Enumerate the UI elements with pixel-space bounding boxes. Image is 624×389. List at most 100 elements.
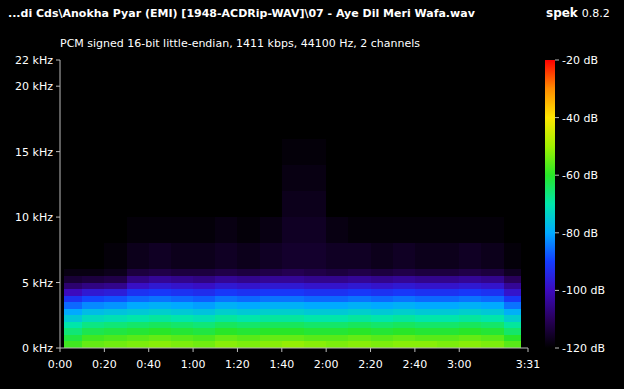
cell [171, 269, 193, 276]
cell [64, 309, 82, 316]
cell [371, 309, 393, 316]
cell [371, 165, 393, 191]
cell [127, 243, 149, 269]
cell [237, 328, 259, 335]
cell [171, 191, 193, 217]
cell [326, 341, 348, 348]
cell [171, 322, 193, 329]
cell [326, 322, 348, 329]
x-tick [148, 348, 149, 352]
cell [171, 165, 193, 191]
x-tick [370, 348, 371, 352]
cell [237, 309, 259, 316]
cell [504, 243, 522, 269]
cell [260, 309, 282, 316]
cell [237, 341, 259, 348]
cell [127, 341, 149, 348]
cell [82, 315, 104, 322]
cell [149, 139, 171, 165]
cell [104, 243, 126, 269]
background [0, 0, 624, 389]
colorbar-tick-label: -60 dB [562, 169, 598, 182]
cell [348, 328, 370, 335]
cell [64, 191, 82, 217]
cell [415, 322, 437, 329]
cell [215, 322, 237, 329]
cell [237, 276, 259, 283]
cell [371, 322, 393, 329]
cell [193, 315, 215, 322]
cell [260, 289, 282, 296]
cell [326, 296, 348, 303]
cell [415, 328, 437, 335]
cell [82, 276, 104, 283]
cell [82, 302, 104, 309]
cell [504, 165, 522, 191]
cell [437, 289, 459, 296]
cell [171, 302, 193, 309]
cell [371, 243, 393, 269]
cell [282, 341, 304, 348]
cell [104, 322, 126, 329]
cell [215, 269, 237, 276]
cell [127, 139, 149, 165]
cell [215, 289, 237, 296]
cell [504, 217, 522, 243]
cell [64, 283, 82, 290]
cell [237, 322, 259, 329]
cell [504, 289, 522, 296]
cell [282, 335, 304, 342]
cell [348, 335, 370, 342]
cell [371, 289, 393, 296]
cell [171, 341, 193, 348]
colorbar-tick-label: -100 dB [562, 284, 605, 297]
cell [504, 322, 522, 329]
cell [127, 335, 149, 342]
cell [282, 322, 304, 329]
cell [348, 322, 370, 329]
cell [304, 309, 326, 316]
cell [371, 315, 393, 322]
cell [282, 243, 304, 269]
cell [171, 309, 193, 316]
cell [82, 217, 104, 243]
y-tick-label: 0 kHz [22, 342, 53, 355]
y-tick [56, 86, 60, 87]
cell [260, 269, 282, 276]
cell [64, 335, 82, 342]
cell [171, 243, 193, 269]
cell [282, 269, 304, 276]
x-tick-label: 1:40 [269, 358, 294, 371]
x-tick-label: 1:20 [225, 358, 250, 371]
cell [437, 309, 459, 316]
cell [348, 269, 370, 276]
cell [304, 335, 326, 342]
cell [237, 302, 259, 309]
cell [326, 217, 348, 243]
cell [193, 328, 215, 335]
cell [82, 322, 104, 329]
cell [64, 315, 82, 322]
cell [459, 322, 481, 329]
cell [127, 191, 149, 217]
cell [215, 217, 237, 243]
cell [415, 139, 437, 165]
cell [282, 302, 304, 309]
cell [459, 302, 481, 309]
cell [149, 165, 171, 191]
app-name: spek [546, 6, 579, 20]
cell [82, 165, 104, 191]
cell [193, 217, 215, 243]
cell [304, 315, 326, 322]
cell [104, 283, 126, 290]
cell [215, 335, 237, 342]
cell [304, 328, 326, 335]
cell [260, 276, 282, 283]
x-tick [459, 348, 460, 352]
colorbar-tick [555, 60, 559, 61]
x-tick [104, 348, 105, 352]
colorbar-tick-label: -20 dB [562, 54, 598, 67]
cell [127, 283, 149, 290]
cell [481, 243, 503, 269]
cell [459, 165, 481, 191]
